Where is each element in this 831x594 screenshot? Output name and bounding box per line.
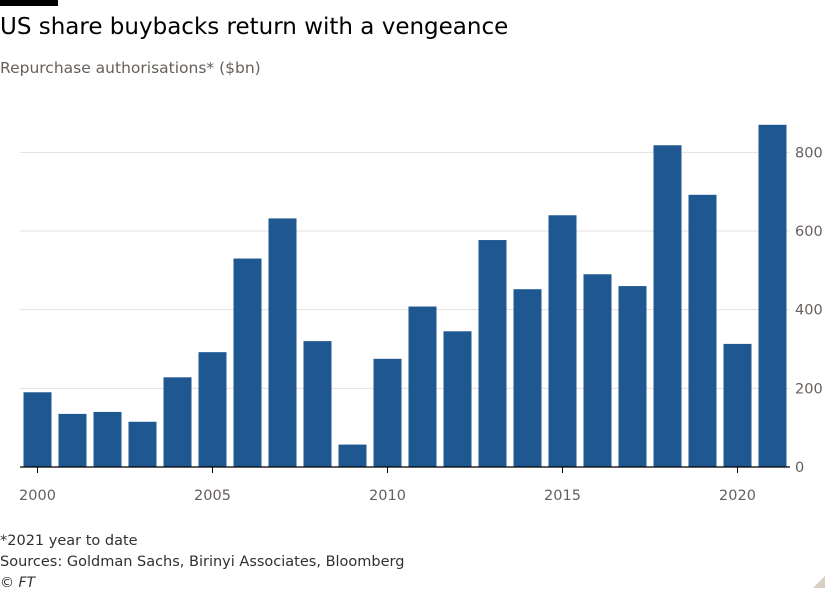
bar [338, 444, 367, 467]
bar [163, 377, 192, 467]
bar [303, 341, 332, 467]
bar [723, 343, 752, 467]
bar [58, 413, 87, 467]
chart-title: US share buybacks return with a vengeanc… [0, 14, 509, 40]
bar [93, 411, 122, 467]
bar [128, 421, 157, 467]
bar [688, 194, 717, 467]
y-tick-label: 800 [795, 145, 823, 161]
bar [23, 392, 52, 467]
x-tick-label: 2000 [19, 488, 56, 504]
x-tick-label: 2010 [369, 488, 406, 504]
x-tick-label: 2020 [719, 488, 756, 504]
bar [653, 145, 682, 467]
sources-note: Sources: Goldman Sachs, Birinyi Associat… [0, 554, 405, 570]
bar [443, 331, 472, 467]
footnote: *2021 year to date [0, 533, 138, 549]
chart-subtitle: Repurchase authorisations* ($bn) [0, 59, 261, 77]
bar [478, 240, 507, 467]
bar [583, 274, 612, 467]
bar [408, 306, 437, 467]
bar [233, 258, 262, 467]
x-tick-label: 2015 [544, 488, 581, 504]
brand-bar [0, 0, 58, 6]
corner-mark-icon [813, 576, 825, 588]
bar [268, 218, 297, 467]
y-tick-label: 400 [795, 303, 823, 319]
y-tick-label: 600 [795, 224, 823, 240]
y-tick-label: 0 [795, 460, 804, 476]
bar [618, 286, 647, 467]
bar [513, 289, 542, 467]
bar [548, 215, 577, 467]
y-tick-label: 200 [795, 381, 823, 397]
bar [198, 352, 227, 467]
x-tick-label: 2005 [194, 488, 231, 504]
copyright: © FT [0, 575, 36, 591]
bar [758, 124, 787, 468]
bar [373, 358, 402, 467]
